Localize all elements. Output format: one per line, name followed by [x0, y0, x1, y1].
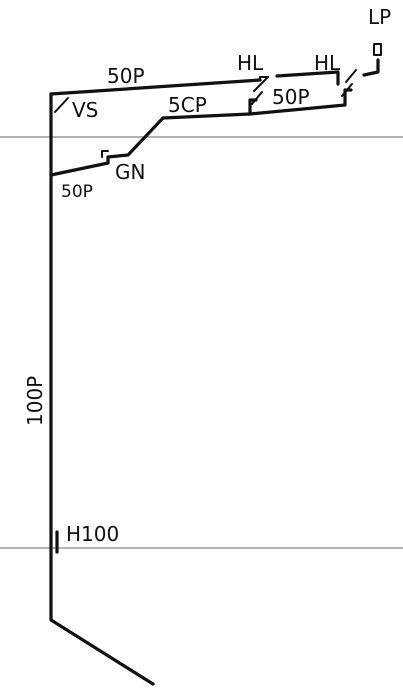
gn-junction — [101, 150, 109, 158]
hl-right-tick — [341, 69, 357, 97]
label-lp: LP — [368, 5, 391, 29]
label-cable-right: 50P — [272, 85, 310, 109]
hl-left-junction — [259, 76, 269, 81]
right-cable-50p-top — [275, 70, 340, 86]
label-hl-right: HL — [314, 51, 341, 75]
label-gn: GN — [115, 160, 145, 184]
hl-mid-tick — [251, 91, 263, 105]
label-cable-top: 50P — [107, 64, 145, 88]
top-cable-50p — [49, 78, 262, 96]
label-cable-gn: 50P — [61, 182, 93, 202]
mid-cable-5cp — [161, 98, 258, 120]
label-hl-left: HL — [237, 51, 264, 75]
gn-feeder-cable — [49, 161, 110, 177]
label-cable-mid: 5CP — [168, 93, 207, 117]
main-trunk-cable — [49, 92, 155, 686]
hl-left-tick — [253, 76, 269, 92]
label-cable-main: 100P — [23, 376, 47, 426]
lp-drop-cable — [362, 58, 380, 77]
step-to-gn — [106, 116, 165, 165]
label-vs: VS — [72, 98, 98, 122]
vs-tick — [54, 97, 69, 113]
lp-terminal — [373, 43, 382, 56]
label-h100: H100 — [66, 522, 119, 546]
